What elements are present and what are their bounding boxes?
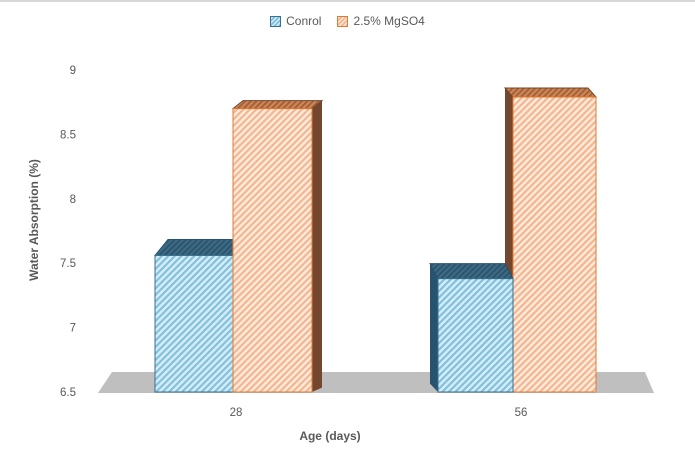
chart-top-border: [0, 0, 695, 2]
bar-top-face: [429, 263, 514, 280]
legend-swatch-icon: [337, 15, 349, 27]
bar-side-face: [312, 100, 322, 392]
bar-series1-cat1: [153, 238, 248, 393]
y-tick-label: 7.5: [60, 258, 76, 270]
bar-front-face: [437, 278, 514, 393]
y-tick-label: 9: [70, 65, 76, 77]
bar-top-face: [231, 100, 324, 110]
y-tick-label: 8: [70, 194, 76, 206]
y-tick-label: 7: [70, 323, 76, 335]
legend-swatch-icon: [270, 15, 282, 27]
bar-side-face: [430, 263, 438, 392]
bar-top-face: [503, 87, 598, 98]
y-tick-label: 6.5: [60, 387, 76, 399]
x-axis-title: Age (days): [299, 429, 361, 443]
bar-front-face: [232, 108, 313, 393]
x-category-label: 28: [230, 407, 243, 419]
y-axis-title: Water Absorption (%): [27, 159, 41, 281]
bar-top-face: [153, 238, 248, 256]
legend-item: Conrol: [270, 14, 321, 28]
legend-label: Conrol: [286, 14, 322, 28]
bar-front-face: [154, 254, 234, 393]
y-tick-label: 8.5: [60, 129, 76, 141]
legend-item: 2.5% MgSO4: [337, 14, 425, 28]
legend-label: 2.5% MgSO4: [353, 14, 425, 28]
x-category-label: 56: [515, 407, 528, 419]
bar-series1-cat2: [429, 263, 514, 393]
bar-series2-cat1: [231, 100, 324, 393]
legend: Conrol 2.5% MgSO4: [0, 10, 695, 32]
bar-series2-cat2: [503, 87, 598, 393]
bar-front-face: [512, 96, 597, 393]
